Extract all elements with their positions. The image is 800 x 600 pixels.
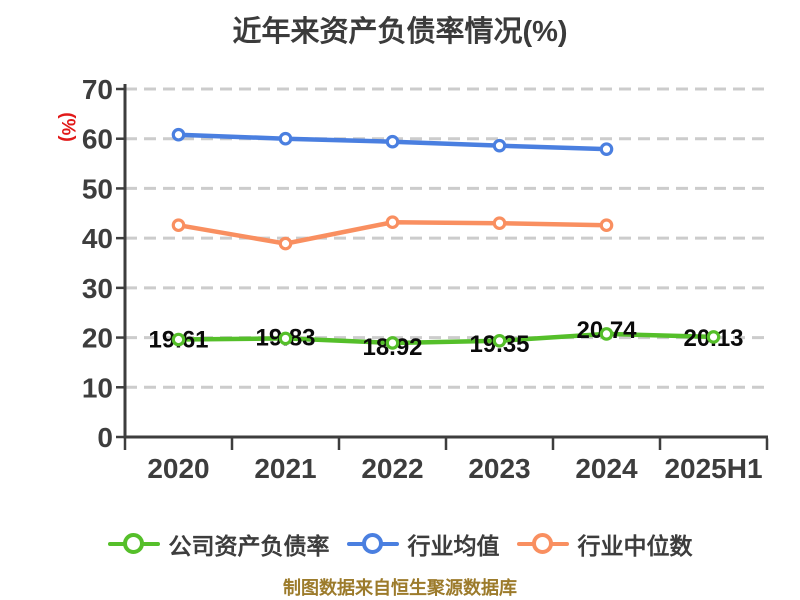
x-tick-label: 2021 — [254, 453, 316, 484]
series-marker-1 — [171, 127, 186, 142]
series-marker-1 — [599, 142, 614, 156]
legend-dot — [361, 533, 383, 554]
legend-item-0: 公司资产负债率 — [107, 527, 330, 561]
legend-dot — [122, 533, 144, 554]
series-marker-0 — [385, 336, 400, 350]
series-marker-0 — [492, 334, 507, 348]
y-tick-label: 50 — [82, 173, 113, 204]
x-tick-label: 2022 — [361, 453, 423, 484]
series-marker-1 — [278, 131, 293, 146]
legend-label: 行业均值 — [407, 533, 500, 559]
data-source-note: 制图数据来自恒生聚源数据库 — [283, 578, 517, 598]
y-tick-label: 20 — [82, 323, 113, 354]
chart-title: 近年来资产负债率情况(%) — [232, 16, 568, 48]
legend-item-2: 行业中位数 — [516, 527, 693, 561]
y-tick-label: 40 — [82, 223, 113, 254]
series-marker-0 — [599, 327, 614, 341]
legend-marker-icon — [516, 533, 569, 555]
legend-marker-icon — [107, 533, 160, 555]
legend-item-1: 行业均值 — [346, 527, 500, 561]
series-marker-1 — [492, 138, 507, 153]
series-line-0 — [176, 331, 716, 346]
series-marker-1 — [385, 134, 400, 149]
x-tick-label: 2024 — [575, 453, 638, 484]
legend-marker-icon — [346, 533, 399, 555]
y-tick-label: 60 — [82, 124, 113, 155]
series-marker-2 — [385, 215, 400, 230]
x-tick-label: 2025H1 — [664, 453, 762, 484]
legend: 公司资产负债率 行业均值 行业中位数 — [0, 524, 800, 564]
series-marker-2 — [492, 216, 507, 231]
series-marker-0 — [171, 332, 186, 347]
series-marker-0 — [706, 330, 721, 344]
x-tick-label: 2023 — [468, 453, 530, 484]
y-tick-label: 0 — [97, 422, 113, 453]
series-marker-2 — [171, 218, 186, 233]
legend-label: 行业中位数 — [577, 533, 693, 559]
y-tick-label: 10 — [82, 372, 113, 403]
series-marker-0 — [278, 331, 293, 346]
series-marker-2 — [278, 236, 293, 251]
y-tick-label: 70 — [82, 74, 113, 105]
y-tick-label: 30 — [82, 273, 113, 304]
legend-label: 公司资产负债率 — [168, 533, 330, 559]
series-marker-2 — [599, 218, 614, 233]
legend-dot — [531, 533, 553, 554]
x-tick-label: 2020 — [147, 453, 209, 484]
